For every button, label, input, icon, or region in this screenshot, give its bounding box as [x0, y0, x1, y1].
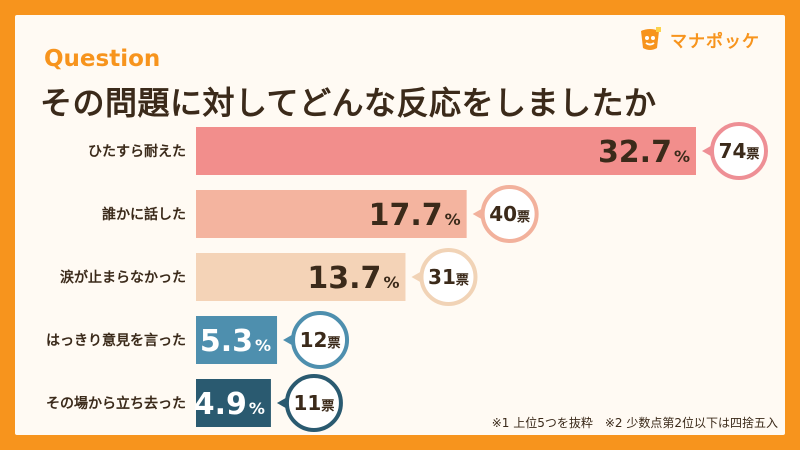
vote-label: 12票: [300, 328, 341, 352]
vote-label: 40票: [489, 202, 530, 226]
vote-bubble: [284, 374, 343, 432]
vote-label: 11票: [293, 391, 334, 415]
vote-bubble: [710, 122, 768, 180]
bar: [196, 379, 271, 427]
brand-name: マナポッケ: [670, 31, 760, 52]
bar: [196, 127, 696, 175]
bar: [196, 253, 406, 301]
category-label: その場から立ち去った: [46, 395, 186, 412]
category-label: 涙が止まらなかった: [60, 269, 186, 286]
pocket-icon: [641, 27, 661, 50]
value-label: 5.3%: [200, 324, 271, 359]
category-label: 誰かに話した: [102, 206, 186, 223]
vote-bubble: [419, 248, 478, 306]
bar: [196, 190, 467, 238]
footnote: ※1 上位5つを抜粋 ※2 少数点第2位以下は四捨五入: [491, 416, 778, 430]
value-label: 13.7%: [307, 261, 399, 296]
page-title: その問題に対してどんな反応をしましたか: [40, 84, 657, 122]
category-label: ひたすら耐えた: [88, 143, 186, 160]
value-label: 17.7%: [369, 198, 461, 233]
question-label: Question: [44, 46, 161, 72]
vote-bubble: [480, 185, 539, 243]
value-label: 32.7%: [598, 135, 690, 170]
vote-bubble: [291, 311, 350, 369]
category-label: はっきり意見を言った: [46, 332, 186, 349]
bar: [196, 316, 278, 364]
vote-label: 31票: [428, 265, 469, 289]
brand-logo: マナポッケ: [636, 24, 760, 54]
value-label: 4.9%: [194, 387, 265, 422]
vote-label: 74票: [719, 139, 760, 163]
